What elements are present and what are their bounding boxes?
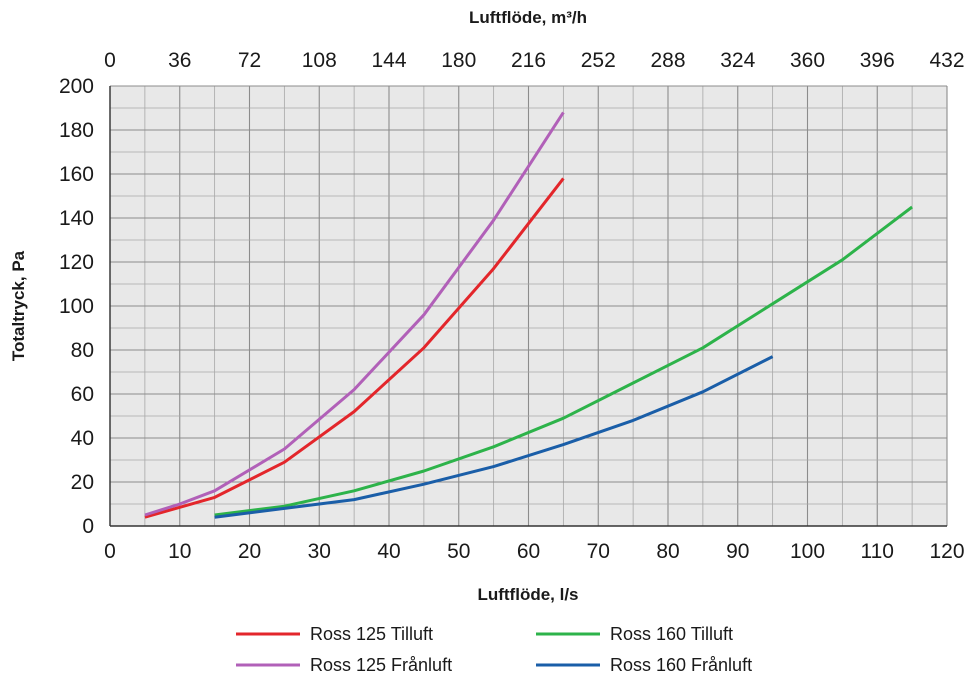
legend-label: Ross 125 Frånluft (310, 655, 452, 675)
x-tick-label: 30 (308, 540, 331, 563)
y-axis-title: Totaltryck, Pa (9, 250, 28, 361)
x2-tick-label: 360 (790, 49, 825, 72)
legend-item-0: Ross 125 Tilluft (236, 624, 433, 644)
legend-item-3: Ross 160 Frånluft (536, 655, 752, 675)
x-tick-label: 110 (861, 540, 894, 563)
x-tick-label: 70 (587, 540, 610, 563)
series-lines (144, 111, 914, 519)
y-tick-label: 0 (82, 515, 94, 538)
x2-tick-label: 216 (511, 49, 546, 72)
series-line-3 (214, 355, 774, 519)
y-tick-label: 120 (59, 251, 94, 274)
y-tick-label: 60 (71, 383, 94, 406)
x2-axis-title: Luftflöde, m³/h (469, 8, 587, 27)
series-line-0 (144, 177, 565, 519)
legend-item-2: Ross 160 Tilluft (536, 624, 733, 644)
x-tick-label: 40 (377, 540, 400, 563)
series-line-2 (214, 205, 914, 517)
x2-tick-label: 36 (168, 49, 191, 72)
x2-tick-label: 180 (441, 49, 476, 72)
x-tick-label: 100 (790, 540, 825, 563)
x-axis-title: Luftflöde, l/s (477, 585, 578, 604)
x-tick-label: 90 (726, 540, 749, 563)
x2-tick-label: 144 (371, 49, 406, 72)
x2-tick-label: 324 (720, 49, 755, 72)
legend-label: Ross 160 Frånluft (610, 655, 752, 675)
x-tick-label: 0 (104, 540, 116, 563)
series-line-1 (144, 111, 565, 517)
y-tick-label: 40 (71, 427, 94, 450)
legend-label: Ross 160 Tilluft (610, 624, 733, 644)
y-tick-label: 180 (59, 119, 94, 142)
y-tick-label: 140 (59, 207, 94, 230)
x2-tick-label: 108 (302, 49, 337, 72)
x2-tick-label: 288 (650, 49, 685, 72)
legend-label: Ross 125 Tilluft (310, 624, 433, 644)
legend-item-1: Ross 125 Frånluft (236, 655, 452, 675)
y-tick-label: 20 (71, 471, 94, 494)
y-tick-label: 80 (71, 339, 94, 362)
x2-tick-label: 396 (860, 49, 895, 72)
x-tick-label: 60 (517, 540, 540, 563)
grid (109, 85, 948, 527)
x2-tick-label: 252 (581, 49, 616, 72)
x-tick-label: 80 (656, 540, 679, 563)
y-tick-label: 200 (59, 75, 94, 98)
x-tick-label: 10 (168, 540, 191, 563)
x2-tick-label: 432 (929, 49, 964, 72)
tick-labels: 0 10 20 30 40 50 60 70 80 90 100 110 120 0 36 72 108 144 1… (59, 49, 965, 563)
x2-tick-label: 0 (104, 49, 116, 72)
x-tick-label: 20 (238, 540, 261, 563)
x2-tick-label: 72 (238, 49, 261, 72)
y-tick-label: 100 (59, 295, 94, 318)
legend: Ross 125 Tilluft Ross 125 Frånluft Ross 16… (236, 624, 752, 675)
x-tick-label: 50 (447, 540, 470, 563)
x-tick-label: 120 (929, 540, 964, 563)
y-tick-label: 160 (59, 163, 94, 186)
